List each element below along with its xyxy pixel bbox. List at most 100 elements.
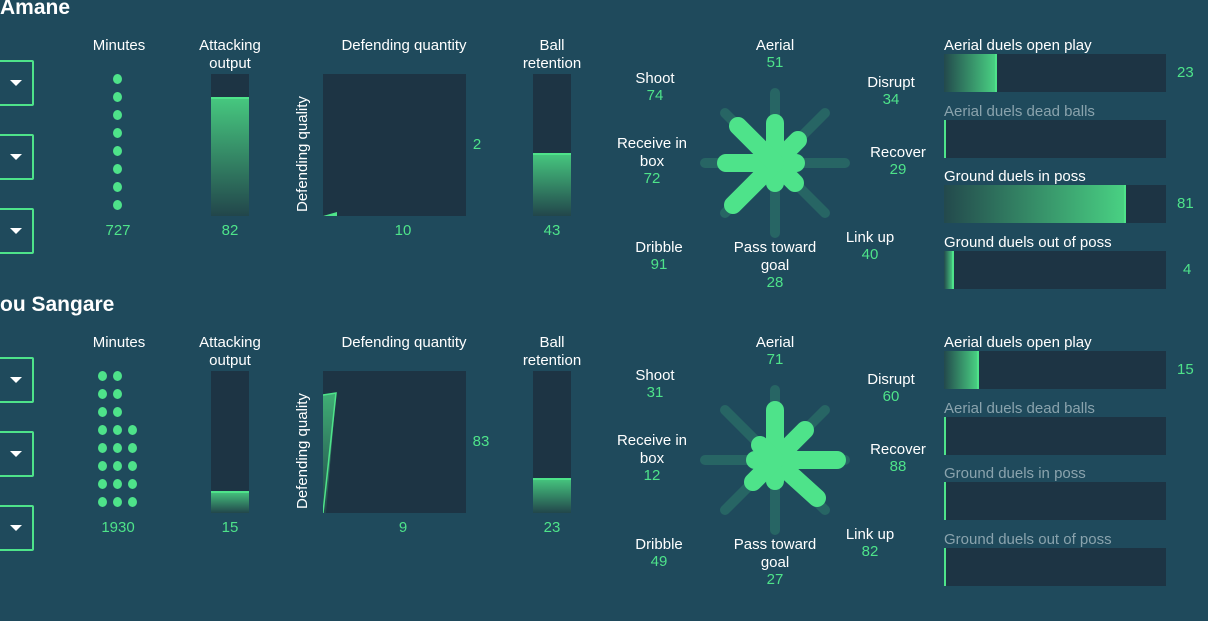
ball-retention-value: 43	[543, 222, 561, 239]
defending-point	[322, 392, 337, 514]
chevron-down-icon	[10, 377, 22, 383]
disrupt-label: Disrupt	[867, 74, 915, 91]
pass-label: Pass toward goal	[733, 239, 817, 274]
minutes-dot	[112, 182, 122, 192]
minutes-value: 727	[105, 222, 131, 239]
dribble-label: Dribble	[635, 536, 683, 553]
pass-label: Pass toward goal	[733, 536, 817, 571]
defending-quantity-value: 10	[394, 222, 412, 239]
defending-quality-label: Defending quality	[294, 393, 311, 509]
receive-label: Receive in box	[616, 432, 688, 467]
duel-bar-2	[944, 482, 1166, 520]
duel-label-2: Ground duels in poss	[944, 168, 1086, 185]
duel-bar-marker	[944, 120, 946, 158]
chevron-down-icon	[10, 228, 22, 234]
attacking-output-marker	[211, 491, 249, 493]
duel-value-0: 15	[1177, 361, 1194, 378]
duel-value-3: 4	[1183, 261, 1192, 278]
minutes-dot	[112, 461, 122, 471]
shoot-label: Shoot	[635, 70, 675, 87]
shoot-value: 74	[646, 87, 664, 104]
shoot-label: Shoot	[635, 367, 675, 384]
duel-label-0: Aerial duels open play	[944, 334, 1092, 351]
minutes-dots	[95, 371, 145, 511]
aerial-value: 51	[766, 54, 784, 71]
duel-bar-marker	[944, 482, 946, 520]
dribble-value: 91	[650, 256, 668, 273]
duel-bar-0	[944, 54, 1166, 92]
recover-value: 29	[889, 161, 907, 178]
minutes-dot	[97, 443, 107, 453]
attacking-output-bar	[211, 371, 249, 513]
dribble-value: 49	[650, 553, 668, 570]
minutes-dot	[127, 443, 137, 453]
player-name: Amane	[0, 0, 71, 19]
shoot-value: 31	[646, 384, 664, 401]
attacking-output-bar	[211, 74, 249, 216]
player-card-2: ou Sangare Minutes 1930 Attacking output…	[0, 293, 1208, 594]
radar-star	[700, 385, 850, 535]
duel-bar-0	[944, 351, 1166, 389]
duel-bar-1	[944, 417, 1166, 455]
defending-scatter	[322, 371, 466, 514]
pass-value: 28	[766, 274, 784, 291]
defending-quantity-label: Defending quantity	[341, 334, 467, 351]
attacking-output-fill	[211, 97, 249, 216]
minutes-dot	[127, 497, 137, 507]
receive-value: 12	[643, 467, 661, 484]
linkup-value: 40	[861, 246, 879, 263]
defending-quantity-value: 9	[398, 519, 408, 536]
minutes-dot	[127, 425, 137, 435]
chevron-down-icon	[10, 154, 22, 160]
defending-quality-label: Defending quality	[294, 96, 311, 212]
dropdown-button[interactable]	[0, 505, 34, 551]
pass-value: 27	[766, 571, 784, 588]
dropdown-button[interactable]	[0, 208, 34, 254]
duel-bar-marker	[944, 417, 946, 455]
duel-bar-fill	[944, 54, 996, 92]
duel-label-0: Aerial duels open play	[944, 37, 1092, 54]
minutes-dot	[112, 92, 122, 102]
duel-bar-2	[944, 185, 1166, 223]
player-name: ou Sangare	[0, 293, 115, 316]
chevron-down-icon	[10, 451, 22, 457]
duel-bar-marker	[952, 251, 954, 289]
duel-bar-3	[944, 251, 1166, 289]
minutes-dot	[112, 110, 122, 120]
duel-bar-marker	[1124, 185, 1126, 223]
disrupt-label: Disrupt	[867, 371, 915, 388]
dropdown-button[interactable]	[0, 431, 34, 477]
receive-value: 72	[643, 170, 661, 187]
ball-retention-marker	[533, 478, 571, 480]
duel-label-2: Ground duels in poss	[944, 465, 1086, 482]
duel-bar-fill	[944, 351, 978, 389]
duel-bar-marker	[944, 548, 946, 586]
player-card-1: Amane Minutes 727 Attacking output 82 De…	[0, 0, 1208, 297]
defending-point	[323, 212, 337, 216]
minutes-label: Minutes	[92, 334, 146, 351]
dropdown-button[interactable]	[0, 134, 34, 180]
minutes-value: 1930	[101, 519, 135, 536]
ball-retention-label: Ball retention	[522, 334, 582, 369]
duel-bar-fill	[944, 251, 953, 289]
minutes-dot	[97, 371, 107, 381]
minutes-dot	[112, 200, 122, 210]
minutes-dot	[112, 164, 122, 174]
duel-bar-marker	[977, 351, 979, 389]
ball-retention-value: 23	[543, 519, 561, 536]
minutes-dot	[97, 497, 107, 507]
ball-retention-marker	[533, 153, 571, 155]
minutes-dot	[112, 407, 122, 417]
recover-value: 88	[889, 458, 907, 475]
dropdown-button[interactable]	[0, 357, 34, 403]
attacking-output-label: Attacking output	[199, 37, 261, 72]
minutes-dot	[112, 425, 122, 435]
minutes-dot	[97, 425, 107, 435]
dropdown-button[interactable]	[0, 60, 34, 106]
duel-bar-1	[944, 120, 1166, 158]
minutes-dot	[112, 443, 122, 453]
duel-label-1: Aerial duels dead balls	[944, 103, 1095, 120]
duel-label-3: Ground duels out of poss	[944, 531, 1112, 548]
minutes-dot	[127, 479, 137, 489]
radar-star	[700, 88, 850, 238]
